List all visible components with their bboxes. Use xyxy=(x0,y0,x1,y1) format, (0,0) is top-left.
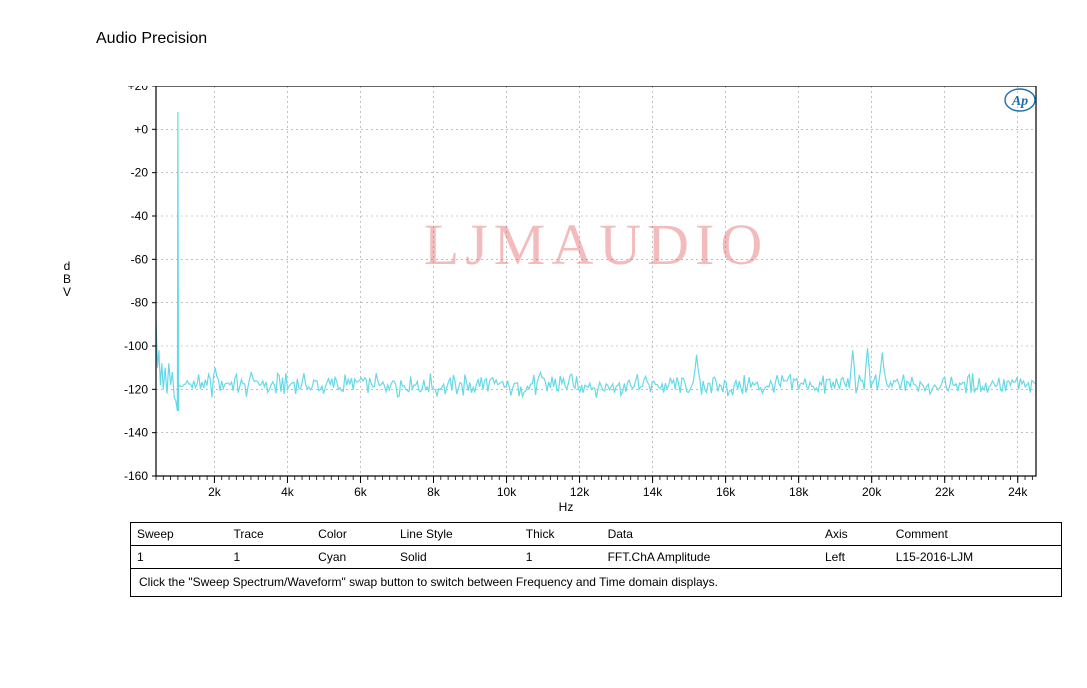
x-axis-label: Hz xyxy=(559,500,574,514)
y-tick-label: -160 xyxy=(124,469,148,483)
x-tick-label: 24k xyxy=(1008,485,1028,499)
y-tick-label: -20 xyxy=(131,166,149,180)
legend-col-header: Line Style xyxy=(394,523,520,546)
y-axis-label: dBV xyxy=(60,260,74,300)
y-tick-label: -100 xyxy=(124,339,148,353)
x-tick-label: 14k xyxy=(643,485,663,499)
legend-row: 11CyanSolid1FFT.ChA AmplitudeLeftL15-201… xyxy=(131,546,1061,569)
legend-col-header: Trace xyxy=(228,523,313,546)
x-tick-label: 8k xyxy=(427,485,441,499)
y-tick-label: -120 xyxy=(124,382,148,396)
legend-col-header: Data xyxy=(602,523,819,546)
y-tick-label: +0 xyxy=(134,122,148,136)
legend-col-header: Thick xyxy=(520,523,602,546)
legend-cell: FFT.ChA Amplitude xyxy=(602,546,819,569)
x-tick-label: 16k xyxy=(716,485,736,499)
legend-cell: Cyan xyxy=(312,546,394,569)
legend-cell: L15-2016-LJM xyxy=(890,546,1061,569)
x-tick-label: 18k xyxy=(789,485,809,499)
legend-col-header: Comment xyxy=(890,523,1061,546)
legend-cell: 1 xyxy=(228,546,313,569)
y-tick-label: +20 xyxy=(128,86,149,93)
spectrum-chart: +20 +0 -20 -40 -60 -80 -100 -120 -140 -160 2k 4k 6k 8… xyxy=(96,86,1038,513)
legend-col-header: Axis xyxy=(819,523,890,546)
legend-cell: 1 xyxy=(520,546,602,569)
x-tick-label: 10k xyxy=(497,485,517,499)
y-tick-label: -80 xyxy=(131,296,149,310)
x-tick-label: 12k xyxy=(570,485,590,499)
y-axis-label-char: V xyxy=(60,286,74,299)
x-tick-label: 6k xyxy=(354,485,368,499)
legend-cell: Solid xyxy=(394,546,520,569)
y-tick-label: -140 xyxy=(124,426,148,440)
legend-cell: Left xyxy=(819,546,890,569)
svg-text:Ap: Ap xyxy=(1011,94,1028,109)
legend-col-header: Color xyxy=(312,523,394,546)
legend-table: SweepTraceColorLine StyleThickDataAxisCo… xyxy=(130,522,1062,597)
x-tick-label: 4k xyxy=(281,485,295,499)
legend-col-header: Sweep xyxy=(131,523,228,546)
x-tick-label: 20k xyxy=(862,485,882,499)
legend-cell: 1 xyxy=(131,546,228,569)
y-tick-label: -40 xyxy=(131,209,149,223)
x-tick-label: 22k xyxy=(935,485,955,499)
legend-footnote: Click the "Sweep Spectrum/Waveform" swap… xyxy=(131,569,1061,597)
x-tick-label: 2k xyxy=(208,485,222,499)
y-tick-label: -60 xyxy=(131,252,149,266)
page-title: Audio Precision xyxy=(96,30,207,48)
